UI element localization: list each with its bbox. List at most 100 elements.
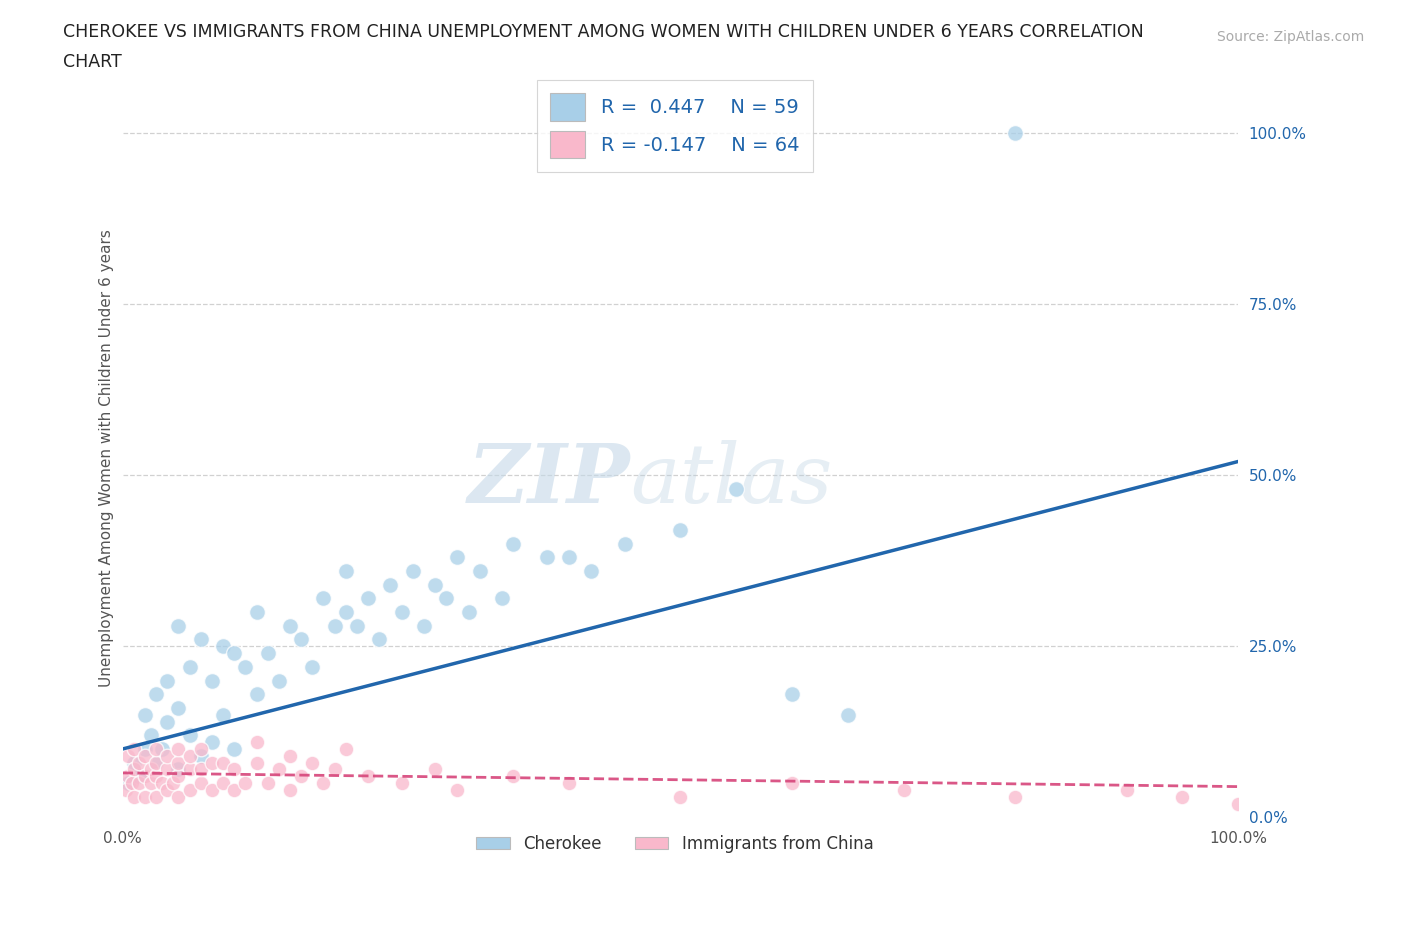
Point: [1171, 790, 1194, 804]
Point: [156, 782, 179, 797]
Point: [139, 776, 162, 790]
Point: [179, 659, 201, 674]
Point: [121, 776, 143, 790]
Point: [446, 782, 468, 797]
Text: CHEROKEE VS IMMIGRANTS FROM CHINA UNEMPLOYMENT AMONG WOMEN WITH CHILDREN UNDER 6: CHEROKEE VS IMMIGRANTS FROM CHINA UNEMPL…: [63, 23, 1144, 41]
Text: CHART: CHART: [63, 53, 122, 71]
Point: [468, 564, 491, 578]
Point: [162, 776, 184, 790]
Point: [669, 523, 692, 538]
Point: [301, 659, 323, 674]
Point: [179, 728, 201, 743]
Point: [780, 686, 803, 701]
Point: [179, 762, 201, 777]
Point: [134, 790, 156, 804]
Point: [224, 762, 246, 777]
Point: [145, 741, 167, 756]
Point: [117, 769, 139, 784]
Point: [423, 578, 446, 592]
Point: [368, 632, 391, 647]
Point: [457, 604, 479, 619]
Point: [267, 762, 290, 777]
Point: [412, 618, 434, 633]
Point: [290, 632, 312, 647]
Text: atlas: atlas: [630, 440, 832, 520]
Point: [212, 639, 235, 654]
Point: [190, 776, 212, 790]
Point: [128, 769, 150, 784]
Point: [224, 782, 246, 797]
Point: [1115, 782, 1137, 797]
Point: [179, 782, 201, 797]
Point: [139, 762, 162, 777]
Point: [290, 769, 312, 784]
Point: [669, 790, 692, 804]
Point: [179, 749, 201, 764]
Point: [145, 686, 167, 701]
Point: [122, 790, 145, 804]
Point: [139, 728, 162, 743]
Point: [128, 776, 150, 790]
Point: [558, 550, 581, 565]
Y-axis label: Unemployment Among Women with Children Under 6 years: Unemployment Among Women with Children U…: [100, 229, 114, 687]
Point: [502, 769, 524, 784]
Point: [134, 708, 156, 723]
Point: [145, 769, 167, 784]
Point: [134, 749, 156, 764]
Point: [323, 762, 346, 777]
Point: [134, 741, 156, 756]
Point: [167, 762, 190, 777]
Point: [122, 755, 145, 770]
Point: [117, 776, 139, 790]
Point: [201, 673, 224, 688]
Point: [115, 782, 138, 797]
Point: [145, 755, 167, 770]
Point: [1004, 790, 1026, 804]
Point: [134, 769, 156, 784]
Point: [1004, 126, 1026, 140]
Point: [156, 673, 179, 688]
Point: [201, 782, 224, 797]
Point: [122, 762, 145, 777]
Point: [245, 755, 267, 770]
Point: [145, 755, 167, 770]
Point: [156, 749, 179, 764]
Point: [558, 776, 581, 790]
Point: [434, 591, 457, 605]
Point: [267, 673, 290, 688]
Text: Source: ZipAtlas.com: Source: ZipAtlas.com: [1216, 30, 1364, 44]
Point: [335, 564, 357, 578]
Point: [357, 769, 380, 784]
Point: [190, 762, 212, 777]
Point: [256, 776, 278, 790]
Point: [402, 564, 425, 578]
Point: [323, 618, 346, 633]
Point: [156, 762, 179, 777]
Point: [190, 741, 212, 756]
Point: [335, 741, 357, 756]
Point: [201, 755, 224, 770]
Point: [245, 604, 267, 619]
Point: [145, 790, 167, 804]
Point: [190, 749, 212, 764]
Point: [224, 741, 246, 756]
Point: [212, 708, 235, 723]
Point: [190, 632, 212, 647]
Point: [117, 749, 139, 764]
Point: [150, 776, 173, 790]
Point: [150, 741, 173, 756]
Point: [613, 537, 636, 551]
Point: [335, 604, 357, 619]
Legend: Cherokee, Immigrants from China: Cherokee, Immigrants from China: [470, 828, 880, 859]
Text: ZIP: ZIP: [468, 440, 630, 520]
Point: [536, 550, 558, 565]
Point: [224, 645, 246, 660]
Point: [312, 776, 335, 790]
Point: [780, 776, 803, 790]
Point: [491, 591, 513, 605]
Point: [1227, 796, 1250, 811]
Point: [502, 537, 524, 551]
Point: [278, 749, 301, 764]
Point: [256, 645, 278, 660]
Point: [278, 782, 301, 797]
